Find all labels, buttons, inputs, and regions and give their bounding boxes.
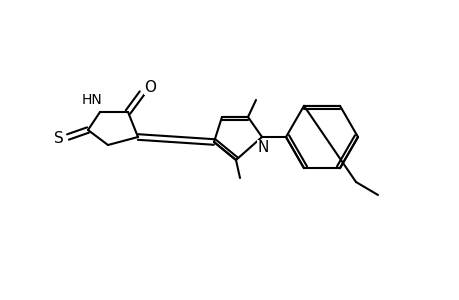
Text: S: S [54, 130, 64, 146]
Text: N: N [257, 140, 268, 154]
Text: HN: HN [81, 93, 102, 107]
Text: O: O [144, 80, 156, 94]
